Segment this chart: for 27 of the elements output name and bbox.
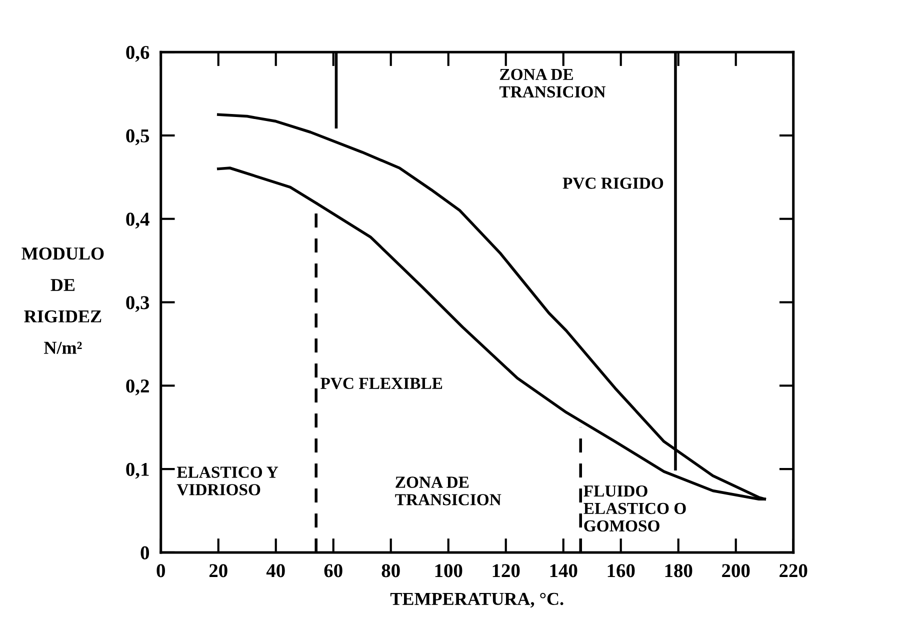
annotation: ZONA DE TRANSICION — [500, 68, 606, 98]
y-tick-label: 0,5 — [126, 129, 150, 146]
annotation: ZONA DE TRANSICION — [395, 476, 502, 506]
annotation: FLUIDO ELASTICO O GOMOSO — [584, 485, 686, 532]
x-tick-label: 180 — [665, 564, 692, 578]
annotation: PVC RIGIDO — [562, 178, 664, 189]
y-tick-label: 0,2 — [126, 379, 149, 396]
x-tick-label: 160 — [608, 564, 635, 578]
x-tick-label: 120 — [492, 564, 520, 578]
x-tick-label: 60 — [324, 564, 342, 578]
x-tick-label: 80 — [382, 564, 400, 578]
x-tick-label: 220 — [780, 564, 808, 578]
y-axis-title: MODULO DE RIGIDEZ N/m² — [22, 248, 104, 354]
y-tick-label: 0,1 — [126, 462, 149, 479]
x-tick-label: 100 — [435, 564, 462, 578]
annotation: ELASTICO Y VIDRIOSO — [176, 466, 278, 496]
y-tick-label: 0,4 — [126, 212, 150, 229]
annotation: PVC FLEXIBLE — [320, 378, 442, 390]
x-tick-label: 40 — [266, 564, 285, 578]
y-tick-label: 0 — [140, 546, 150, 560]
y-tick-label: 0,3 — [126, 296, 150, 312]
x-tick-label: 200 — [722, 564, 750, 578]
x-tick-label: 0 — [156, 564, 165, 578]
x-axis-title: TEMPERATURA, °C. — [390, 592, 564, 608]
y-tick-label: 0,6 — [126, 46, 150, 62]
x-tick-label: 20 — [209, 564, 228, 578]
x-tick-label: 140 — [550, 564, 578, 578]
